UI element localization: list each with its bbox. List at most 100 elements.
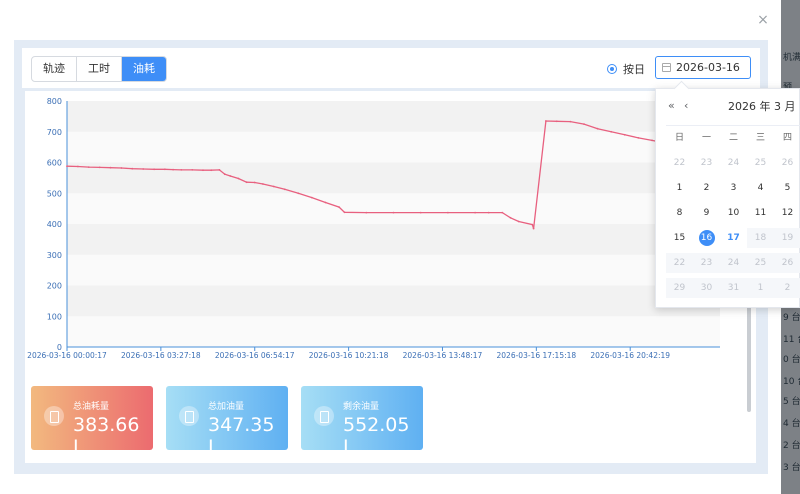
calendar-day[interactable]: 24 <box>727 158 740 168</box>
calendar-day: 1 <box>747 278 774 298</box>
fuel-data-point <box>253 181 256 184</box>
calendar-day[interactable]: 11 <box>754 208 767 218</box>
weekday-label: 三 <box>755 133 765 143</box>
fuel-data-point <box>610 130 613 133</box>
y-tick-label: 600 <box>47 159 62 168</box>
prev-year-button[interactable]: « <box>668 99 675 112</box>
fuel-data-point <box>98 166 101 169</box>
grid-band <box>67 285 720 317</box>
fuel-data-point <box>202 169 204 172</box>
y-tick-label: 0 <box>57 343 62 352</box>
x-tick-label: 2026-03-16 06:54:17 <box>215 351 295 360</box>
date-picker-input[interactable]: 2026-03-16 <box>655 56 751 79</box>
calendar-day[interactable]: 3 <box>730 183 737 193</box>
fuel-data-point <box>501 211 504 214</box>
fuel-data-point <box>87 166 90 168</box>
y-tick-label: 100 <box>47 312 62 321</box>
calendar-day[interactable]: 10 <box>727 208 740 218</box>
calendar-title: 2026 年 3 月 <box>728 100 796 113</box>
calendar-day[interactable]: 26 <box>781 158 794 168</box>
bg-text: 4 台 <box>783 419 800 429</box>
fuel-data-point <box>637 137 640 139</box>
x-tick-label: 2026-03-16 03:27:18 <box>121 351 201 360</box>
fuel-data-point <box>343 211 346 214</box>
calendar-day[interactable]: 8 <box>676 208 683 218</box>
calendar-day[interactable]: 4 <box>757 183 764 193</box>
fuel-data-point <box>517 220 520 223</box>
bg-text: 5 台 <box>783 397 800 407</box>
by-day-radio[interactable] <box>607 64 617 74</box>
calendar-day[interactable]: 9 <box>703 208 710 218</box>
calendar-day: 24 <box>720 253 747 273</box>
fuel-data-point <box>569 120 572 123</box>
calendar-day[interactable]: 23 <box>700 158 713 168</box>
x-tick-label: 2026-03-16 10:21:18 <box>309 351 389 360</box>
fuel-data-point <box>272 185 275 188</box>
fuel-series-line <box>66 120 721 229</box>
fuel-data-point <box>109 166 112 169</box>
x-tick-label: 2026-03-16 00:00:17 <box>27 351 107 360</box>
close-icon[interactable]: × <box>757 12 769 28</box>
fuel-data-point <box>229 175 232 177</box>
grid-band <box>67 316 720 347</box>
bg-text: 10 台 <box>783 377 800 387</box>
grid-band <box>67 254 720 286</box>
fuel-dialog: × 轨迹 工时 油耗 按日 2026-03-16 0 100 200 300 400 50… <box>0 0 781 494</box>
x-tick-label: 2026-03-16 17:15:18 <box>497 351 577 360</box>
calendar-day[interactable]: 2 <box>703 183 710 193</box>
fuel-data-point <box>191 169 194 171</box>
bg-text: 2 台 <box>783 441 800 451</box>
fuel-data-point <box>262 183 264 185</box>
calendar-day[interactable]: 25 <box>754 158 767 168</box>
fuel-data-point <box>623 133 626 136</box>
calendar-day[interactable]: 5 <box>784 183 791 193</box>
fuel-data-point <box>153 168 156 171</box>
fuel-data-point <box>237 177 240 180</box>
fuel-pump-icon <box>44 406 64 426</box>
calendar-day: 29 <box>666 278 693 298</box>
fuel-data-point <box>77 165 79 168</box>
fuel-data-point <box>311 196 313 199</box>
calendar-day-label: 16 <box>698 230 715 246</box>
weekday-label: 四 <box>782 133 792 143</box>
fuel-data-point <box>210 169 213 172</box>
fuel-data-point <box>245 181 248 184</box>
date-picker-popup: « ‹ 2026 年 3 月 日一二三四 22 23 24 25 26 1 2 3 4 5 8 9 10 1… <box>655 80 800 308</box>
date-value: 2026-03-16 <box>676 61 740 74</box>
stat-value: 383.66 L <box>73 414 140 458</box>
calendar-icon <box>662 63 671 72</box>
weekday-label: 二 <box>728 133 738 143</box>
fuel-data-point <box>66 165 68 168</box>
stat-value: 347.35 L <box>208 414 275 458</box>
fuel-data-point <box>218 169 221 171</box>
grid-band <box>67 101 720 132</box>
calendar-day[interactable]: 17 <box>727 233 740 243</box>
calendar-day[interactable]: 22 <box>673 158 686 168</box>
calendar-divider <box>666 125 800 126</box>
fuel-data-point <box>131 167 134 170</box>
fuel-data-point <box>297 192 300 195</box>
stat-label: 总加油量 <box>208 402 245 412</box>
calendar-day[interactable]: 12 <box>781 208 794 218</box>
fuel-data-point <box>392 211 395 214</box>
fuel-pump-icon <box>314 406 334 426</box>
prev-month-button[interactable]: ‹ <box>684 99 689 112</box>
fuel-data-point <box>324 201 327 204</box>
y-tick-label: 700 <box>47 128 62 137</box>
tab-track[interactable]: 轨迹 <box>32 57 77 81</box>
calendar-day[interactable]: 15 <box>673 233 686 243</box>
fuel-data-point <box>419 211 422 214</box>
weekday-label: 一 <box>701 133 711 143</box>
bg-text: 3 台 <box>783 463 800 473</box>
calendar-day-selected[interactable]: 16 <box>693 228 720 248</box>
bg-text: 0 台 <box>783 355 800 365</box>
content-scrollbar[interactable] <box>747 300 751 412</box>
bg-text: 11 台 <box>783 335 800 345</box>
by-day-label: 按日 <box>623 63 645 76</box>
tab-fuel[interactable]: 油耗 <box>122 57 166 81</box>
stat-label: 剩余油量 <box>343 402 380 412</box>
fuel-data-point <box>474 211 476 214</box>
calendar-day[interactable]: 1 <box>676 183 683 193</box>
grid-band <box>67 162 720 194</box>
tab-work-hours[interactable]: 工时 <box>77 57 122 81</box>
